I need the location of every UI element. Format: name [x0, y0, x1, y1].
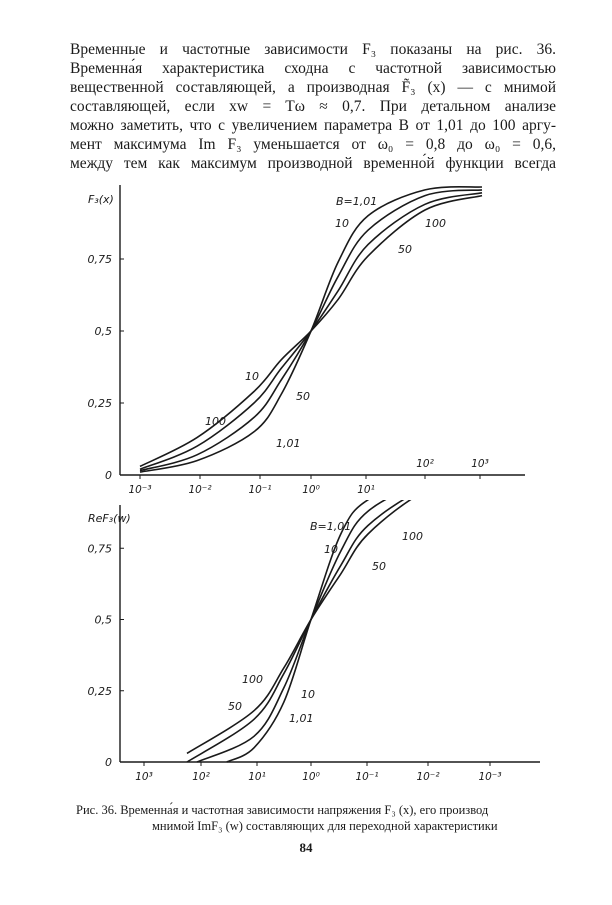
- curve-label: 50: [372, 560, 386, 573]
- x-tick-label: 10⁻³: [478, 771, 501, 783]
- curve-label: 1,01: [276, 437, 301, 450]
- paragraph-line: Временна́я характеристика сходна с часто…: [70, 60, 556, 77]
- y-tick-label: 0,75: [88, 253, 113, 266]
- x-tick-label: 10⁻¹: [355, 771, 378, 783]
- y-axis-label: ReF₃(w): [88, 512, 131, 525]
- series-line-10: [196, 500, 387, 763]
- curve-label: 100: [242, 673, 263, 686]
- y-tick-label: 0,5: [95, 614, 113, 627]
- caption-line-2: мнимой ImF₃ (w) составляющих для переход…: [152, 819, 498, 833]
- x-tick-label: 10⁰: [302, 484, 320, 495]
- y-tick-label: 0: [105, 756, 112, 769]
- series-line-1-01: [226, 500, 370, 763]
- y-tick-label: 0,75: [88, 542, 113, 555]
- x-tick-label: 10⁻³: [128, 484, 151, 495]
- frequency-response-chart: ReF₃(w) 0 0,25 0,5 0,75 10³ 10² 10¹ 10⁰ 10⁻¹ 10⁻² 1…: [88, 500, 540, 783]
- curve-label: 50: [398, 243, 412, 256]
- curve-label: 100: [205, 415, 226, 428]
- x-tick-label: 10³: [135, 771, 153, 783]
- paragraph-line: между тем как максимум производной време…: [70, 155, 556, 172]
- page-number: 84: [299, 840, 313, 855]
- x-tick-label: 10²: [192, 771, 210, 783]
- y-tick-label: 0,25: [88, 397, 113, 410]
- x-tick-label: 10⁻²: [416, 771, 440, 783]
- x-tick-label: 10⁻¹: [248, 484, 271, 495]
- x-tick-label: 10¹: [357, 484, 375, 495]
- curve-label: 10: [324, 543, 338, 556]
- figure-caption: Рис. 36. Временна́я и частотная зависимо…: [76, 802, 554, 834]
- x-tick-label: 10¹: [248, 771, 266, 783]
- y-tick-label: 0,25: [88, 685, 113, 698]
- y-tick-label: 0,5: [95, 325, 113, 338]
- curve-label: 100: [425, 217, 446, 230]
- series-line-100: [139, 194, 483, 468]
- y-tick-label: 0: [105, 469, 112, 482]
- curve-label: 100: [402, 530, 423, 543]
- paragraph-line: можно заметить, что с увеличением параме…: [70, 117, 556, 134]
- time-response-chart: F₃(x) 0 0,25 0,5 0,75 10⁻³ 10⁻² 10⁻¹ 10⁰ 10¹ 10² 10…: [88, 185, 525, 495]
- paragraph-line: вещественной составляющей, а производная…: [70, 79, 556, 96]
- curve-label: 10: [245, 370, 259, 383]
- curve-label: 1,01: [289, 712, 314, 725]
- paragraph-line: составляющей, если xw = Tω ≈ 0,7. При де…: [70, 98, 556, 115]
- y-axis-label: F₃(x): [88, 193, 114, 206]
- paragraph-line: мент максимума Im F₃ уменьшается от ω₀ =…: [70, 136, 556, 153]
- series-line-50: [186, 500, 405, 763]
- x-tick-label: 10³: [471, 458, 489, 470]
- curve-label: 10: [335, 217, 349, 230]
- body-paragraph: Временные и частотные зависимости F₃ пок…: [70, 40, 556, 173]
- x-tick-label: 10⁰: [302, 771, 320, 783]
- curve-label: 10: [301, 688, 315, 701]
- curve-label: B=1,01: [310, 520, 351, 533]
- curve-label: B=1,01: [336, 195, 377, 208]
- paragraph-line: Временные и частотные зависимости F₃ пок…: [70, 41, 556, 58]
- curve-label: 50: [228, 700, 242, 713]
- x-tick-label: 10⁻²: [188, 484, 212, 495]
- curve-label: 50: [296, 390, 310, 403]
- series-line-100: [186, 500, 412, 755]
- caption-line-1: Рис. 36. Временна́я и частотная зависимо…: [76, 803, 489, 817]
- x-tick-label: 10²: [416, 458, 434, 470]
